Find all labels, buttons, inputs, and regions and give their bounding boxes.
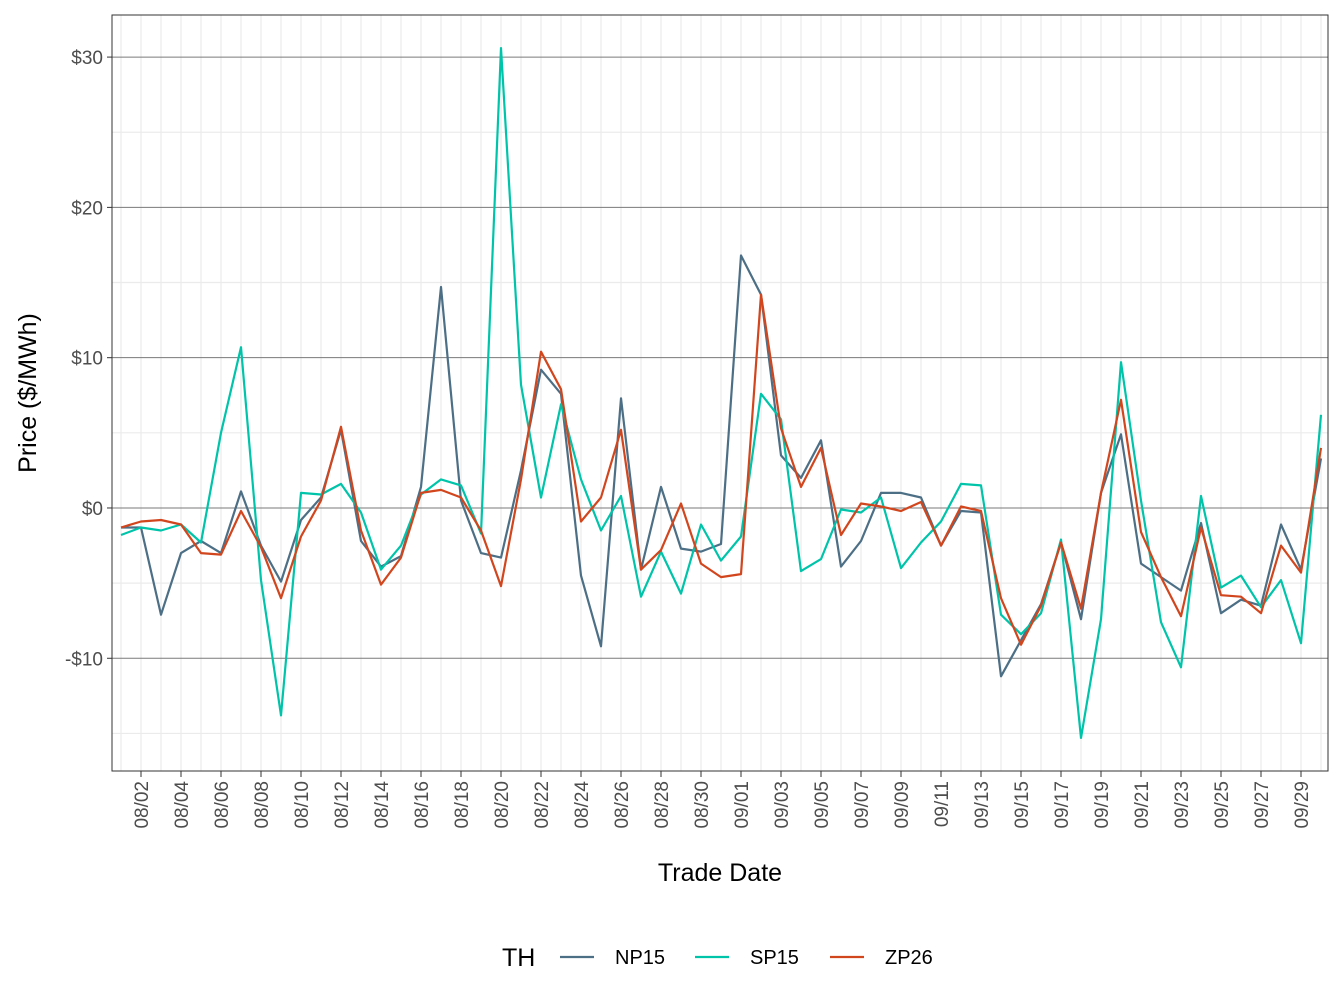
- x-tick-label: 09/21: [1132, 781, 1153, 829]
- series-line-sp15: [120, 46, 1323, 740]
- y-tick-label: $20: [71, 198, 103, 219]
- x-tick-label: 08/14: [372, 781, 393, 829]
- x-tick-label: 09/09: [892, 781, 913, 829]
- legend: TH NP15 SP15 ZP26: [502, 944, 933, 972]
- x-tick-label: 09/25: [1212, 781, 1233, 829]
- legend-label-sp15: SP15: [750, 947, 799, 969]
- x-tick-label: 08/08: [252, 781, 273, 829]
- x-tick-label: 09/17: [1052, 781, 1073, 829]
- x-tick-label: 08/16: [412, 781, 433, 829]
- x-axis: 08/02 08/04 08/06 08/08 08/10 08/12 08/14 08/16…: [132, 771, 1313, 829]
- y-tick-label: $10: [71, 349, 103, 370]
- x-tick-label: 08/20: [492, 781, 513, 829]
- x-tick-label: 08/26: [612, 781, 633, 829]
- x-tick-label: 08/12: [332, 781, 353, 829]
- x-tick-label: 08/24: [572, 781, 593, 829]
- y-tick-label: -$10: [65, 649, 103, 670]
- legend-label-zp26: ZP26: [885, 947, 933, 969]
- x-tick-label: 08/18: [452, 781, 473, 829]
- x-tick-label: 08/06: [212, 781, 233, 829]
- series-line-zp26: [120, 293, 1323, 646]
- y-tick-label: $30: [71, 48, 103, 69]
- x-tick-label: 09/05: [812, 781, 833, 829]
- x-tick-label: 09/19: [1092, 781, 1113, 829]
- y-axis: -$10 $0 $10 $20 $30: [65, 48, 112, 670]
- x-tick-label: 09/13: [972, 781, 993, 829]
- x-tick-label: 09/15: [1012, 781, 1033, 829]
- plot-panel-border: [111, 14, 1329, 772]
- grid-lines: [112, 15, 1328, 771]
- series-lines: [120, 46, 1323, 740]
- x-tick-label: 08/04: [172, 781, 193, 829]
- y-tick-label: $0: [82, 499, 103, 520]
- x-tick-label: 08/22: [532, 781, 553, 829]
- x-tick-label: 08/30: [692, 781, 713, 829]
- x-tick-label: 09/07: [852, 781, 873, 829]
- legend-title: TH: [502, 944, 535, 972]
- x-tick-label: 09/11: [932, 781, 953, 827]
- x-tick-label: 08/10: [292, 781, 313, 829]
- y-axis-title: Price ($/MWh): [14, 313, 42, 473]
- x-axis-title: Trade Date: [658, 859, 782, 887]
- x-tick-label: 09/23: [1172, 781, 1193, 829]
- x-tick-label: 09/01: [732, 781, 753, 829]
- x-tick-label: 09/29: [1292, 781, 1313, 829]
- legend-label-np15: NP15: [615, 947, 665, 969]
- x-tick-label: 08/02: [132, 781, 153, 829]
- x-tick-label: 08/28: [652, 781, 673, 829]
- x-tick-label: 09/27: [1252, 781, 1273, 829]
- x-tick-label: 09/03: [772, 781, 793, 829]
